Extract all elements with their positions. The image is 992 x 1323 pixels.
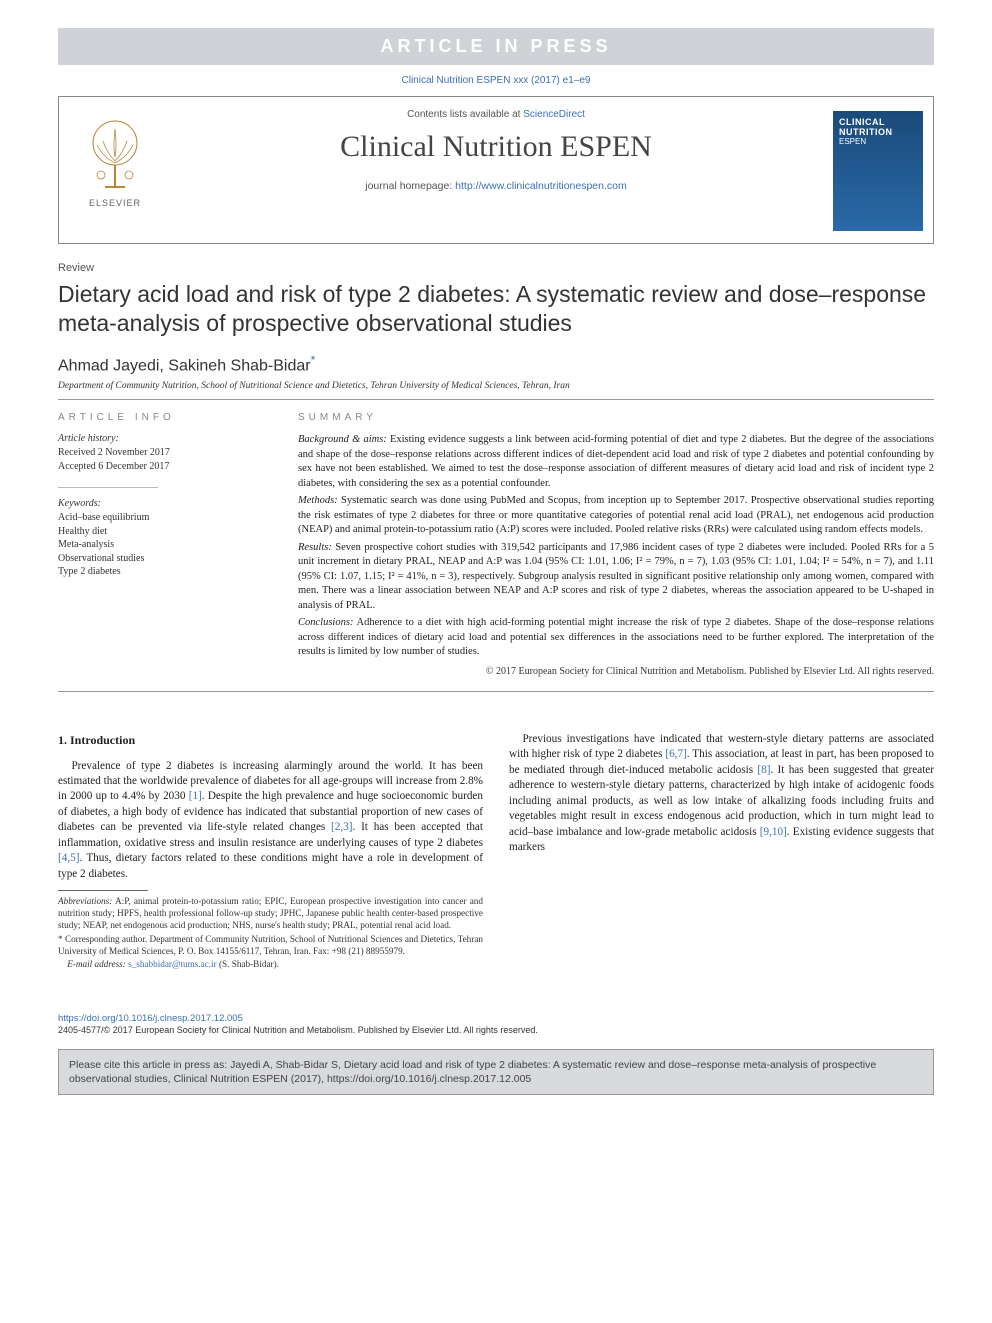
elsevier-tree-icon	[83, 117, 147, 189]
ref-2-3[interactable]: [2,3]	[331, 821, 352, 833]
abbr-text: A:P, animal protein-to-potassium ratio; …	[58, 896, 483, 930]
rights-bottom: 2405-4577/© 2017 European Society for Cl…	[58, 1025, 934, 1035]
elsevier-wordmark: ELSEVIER	[69, 198, 161, 208]
separator-2	[58, 691, 934, 692]
keyword-item: Observational studies	[58, 552, 270, 566]
ref-4-5[interactable]: [4,5]	[58, 852, 79, 864]
summary-body: Background & aims: Existing evidence sug…	[298, 433, 934, 679]
affiliation: Department of Community Nutrition, Schoo…	[58, 381, 934, 391]
results-text: Seven prospective cohort studies with 31…	[298, 542, 934, 611]
ref-1[interactable]: [1]	[189, 790, 202, 802]
keyword-item: Acid–base equilibrium	[58, 511, 270, 525]
article-info-heading: ARTICLE INFO	[58, 412, 270, 423]
publisher-logo-block: ELSEVIER	[69, 117, 161, 208]
email-who: (S. Shab-Bidar).	[217, 959, 279, 969]
article-title: Dietary acid load and risk of type 2 dia…	[58, 280, 934, 339]
history-accepted: Accepted 6 December 2017	[58, 460, 270, 474]
cover-line3: ESPEN	[839, 137, 917, 146]
conclusions-head: Conclusions:	[298, 617, 353, 628]
author-names: Ahmad Jayedi, Sakineh Shab-Bidar	[58, 357, 311, 374]
bg-text: Existing evidence suggests a link betwee…	[298, 434, 934, 488]
keyword-item: Type 2 diabetes	[58, 565, 270, 579]
article-type: Review	[58, 262, 934, 274]
abbr-head: Abbreviations:	[58, 896, 112, 906]
conclusions-text: Adherence to a diet with high acid-formi…	[298, 617, 934, 657]
intro-para-1: Prevalence of type 2 diabetes is increas…	[58, 759, 483, 883]
corresponding-author: * Corresponding author. Department of Co…	[58, 933, 483, 957]
contents-line: Contents lists available at ScienceDirec…	[59, 109, 933, 120]
footnotes: Abbreviations: A:P, animal protein-to-po…	[58, 884, 483, 970]
info-divider	[58, 487, 158, 488]
cover-line2: NUTRITION	[839, 127, 917, 137]
keyword-item: Meta-analysis	[58, 538, 270, 552]
cite-article-box: Please cite this article in press as: Ja…	[58, 1049, 934, 1095]
history-heading: Article history:	[58, 433, 270, 444]
history-received: Received 2 November 2017	[58, 446, 270, 460]
methods-head: Methods:	[298, 495, 338, 506]
body-columns: 1. Introduction Prevalence of type 2 dia…	[58, 732, 934, 971]
journal-cover-thumb: CLINICAL NUTRITION ESPEN	[833, 111, 923, 231]
keywords-heading: Keywords:	[58, 498, 270, 509]
results-head: Results:	[298, 542, 332, 553]
citation-top: Clinical Nutrition ESPEN xxx (2017) e1–e…	[58, 75, 934, 86]
doi-link[interactable]: https://doi.org/10.1016/j.clnesp.2017.12…	[58, 1013, 243, 1024]
article-in-press-banner: ARTICLE IN PRESS	[58, 28, 934, 65]
author-list: Ahmad Jayedi, Sakineh Shab-Bidar*	[58, 353, 934, 375]
keyword-item: Healthy diet	[58, 525, 270, 539]
cover-line1: CLINICAL	[839, 117, 917, 127]
methods-text: Systematic search was done using PubMed …	[298, 495, 934, 535]
contents-pre: Contents lists available at	[407, 109, 523, 120]
bg-head: Background & aims:	[298, 434, 387, 445]
ref-8[interactable]: [8]	[757, 764, 770, 776]
separator	[58, 399, 934, 400]
email-head: E-mail address:	[67, 959, 126, 969]
doi-block: https://doi.org/10.1016/j.clnesp.2017.12…	[58, 1013, 934, 1024]
section-1-heading: 1. Introduction	[58, 732, 483, 749]
sciencedirect-link[interactable]: ScienceDirect	[523, 109, 585, 120]
ref-9-10[interactable]: [9,10]	[760, 826, 787, 838]
corresponding-marker: *	[311, 353, 316, 367]
journal-home-link[interactable]: http://www.clinicalnutritionespen.com	[455, 180, 627, 192]
journal-head-box: ELSEVIER Contents lists available at Sci…	[58, 96, 934, 244]
journal-name: Clinical Nutrition ESPEN	[59, 130, 933, 164]
corresponding-email-link[interactable]: s_shabbidar@tums.ac.ir	[128, 959, 217, 969]
intro-para-2: Previous investigations have indicated t…	[509, 732, 934, 856]
home-pre: journal homepage:	[365, 180, 455, 192]
summary-copyright: © 2017 European Society for Clinical Nut…	[298, 665, 934, 679]
summary-heading: SUMMARY	[298, 412, 934, 423]
journal-home-line: journal homepage: http://www.clinicalnut…	[59, 180, 933, 192]
ref-6-7[interactable]: [6,7]	[665, 748, 686, 760]
